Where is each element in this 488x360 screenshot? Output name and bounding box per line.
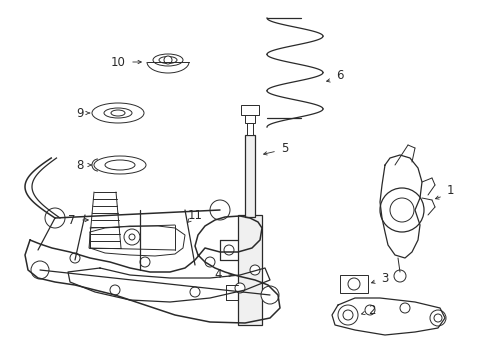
Circle shape bbox=[429, 310, 445, 326]
Circle shape bbox=[224, 245, 234, 255]
Circle shape bbox=[261, 286, 279, 304]
Bar bbox=[238, 215, 262, 325]
Circle shape bbox=[140, 257, 150, 267]
Circle shape bbox=[379, 188, 423, 232]
Text: 3: 3 bbox=[381, 271, 388, 284]
Circle shape bbox=[347, 278, 359, 290]
Text: 5: 5 bbox=[281, 141, 288, 154]
Bar bbox=[246, 123, 252, 135]
Text: 1: 1 bbox=[446, 184, 453, 197]
Text: 9: 9 bbox=[76, 107, 83, 120]
Ellipse shape bbox=[111, 110, 125, 116]
Bar bbox=[241, 105, 259, 115]
Text: 8: 8 bbox=[76, 158, 83, 171]
Circle shape bbox=[399, 303, 409, 313]
Circle shape bbox=[70, 253, 80, 263]
Text: 10: 10 bbox=[110, 55, 125, 68]
Circle shape bbox=[31, 261, 49, 279]
Ellipse shape bbox=[105, 160, 135, 170]
Circle shape bbox=[337, 305, 357, 325]
Circle shape bbox=[204, 257, 215, 267]
Text: 2: 2 bbox=[367, 303, 375, 316]
Circle shape bbox=[110, 285, 120, 295]
Text: 11: 11 bbox=[187, 208, 202, 221]
Circle shape bbox=[235, 283, 244, 293]
Ellipse shape bbox=[92, 103, 143, 123]
Text: 6: 6 bbox=[336, 68, 343, 81]
Bar bbox=[339, 275, 367, 293]
Text: 4: 4 bbox=[214, 269, 221, 282]
Circle shape bbox=[124, 229, 140, 245]
Circle shape bbox=[393, 270, 405, 282]
Bar bbox=[244, 113, 254, 123]
Circle shape bbox=[342, 310, 352, 320]
Circle shape bbox=[209, 200, 229, 220]
Text: 7: 7 bbox=[68, 213, 76, 226]
Ellipse shape bbox=[159, 57, 177, 63]
Circle shape bbox=[364, 305, 374, 315]
Ellipse shape bbox=[153, 54, 183, 66]
Circle shape bbox=[433, 314, 441, 322]
Ellipse shape bbox=[104, 108, 132, 118]
Circle shape bbox=[190, 287, 200, 297]
Bar bbox=[244, 135, 254, 217]
Circle shape bbox=[45, 208, 65, 228]
Circle shape bbox=[249, 265, 260, 275]
Ellipse shape bbox=[94, 156, 146, 174]
Circle shape bbox=[389, 198, 413, 222]
Circle shape bbox=[163, 56, 172, 64]
Circle shape bbox=[129, 234, 135, 240]
